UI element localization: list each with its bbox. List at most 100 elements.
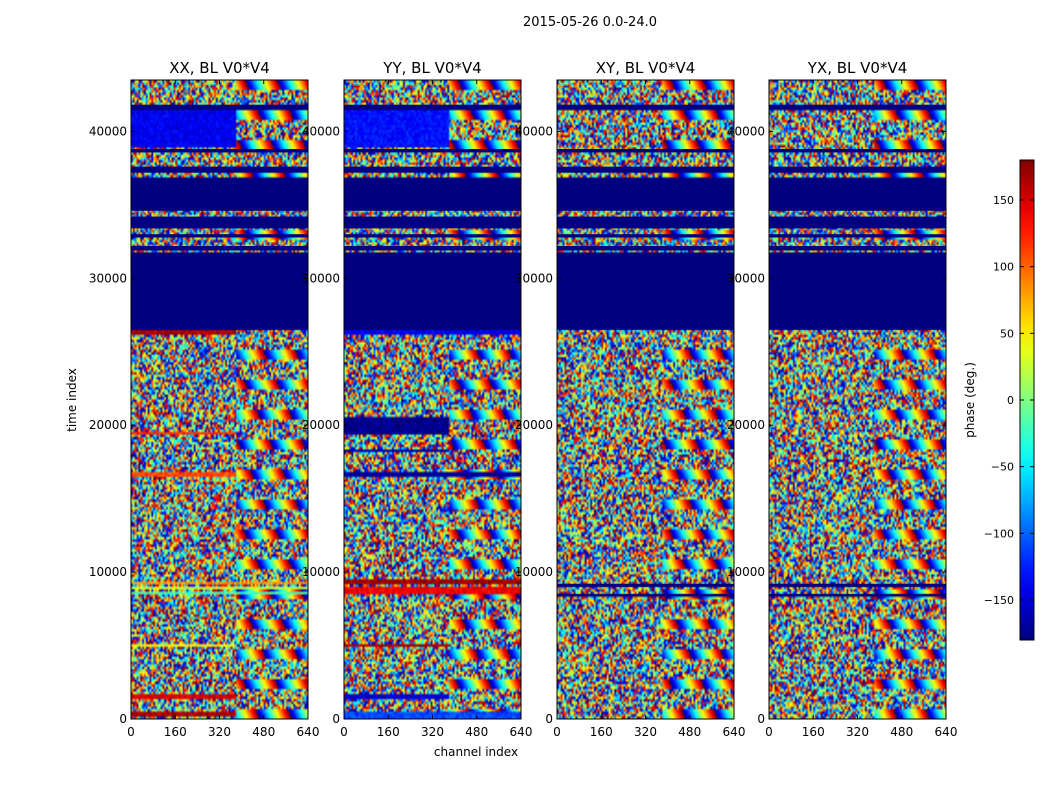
flagged-band — [344, 166, 521, 173]
y-tick-label: 30000 — [515, 271, 553, 285]
x-tick-label: 320 — [846, 725, 869, 739]
flagged-band — [769, 245, 946, 251]
colorbar-label: phase (deg.) — [963, 362, 977, 438]
flagged-band — [769, 166, 946, 173]
y-tick-label: 30000 — [727, 271, 765, 285]
flagged-band — [557, 166, 734, 173]
x-tick-label: 0 — [553, 725, 561, 739]
flagged-band — [344, 245, 521, 251]
x-tick-label: 320 — [634, 725, 657, 739]
flagged-band — [557, 253, 734, 330]
panel-title: XY, BL V0*V4 — [596, 59, 696, 77]
x-axis-label: channel index — [434, 745, 518, 759]
x-tick-label: 480 — [252, 725, 275, 739]
x-tick-label: 0 — [127, 725, 135, 739]
x-tick-label: 640 — [935, 725, 958, 739]
flagged-band — [557, 216, 734, 229]
panel-2: XY, BL V0*V4 0 160 320 480 640 0 10000 20000 3000… — [515, 59, 746, 739]
y-tick-label: 10000 — [302, 565, 340, 579]
flagged-band — [344, 178, 521, 211]
flagged-band — [557, 594, 734, 596]
x-tick-label: 480 — [678, 725, 701, 739]
x-tick-label: 160 — [164, 725, 187, 739]
x-tick-label: 0 — [765, 725, 773, 739]
y-tick-label: 0 — [119, 712, 127, 726]
y-tick-label: 10000 — [89, 565, 127, 579]
figure-suptitle: 2015-05-26 0.0-24.0 — [523, 15, 657, 30]
colorbar-tick-label: 100 — [993, 261, 1014, 274]
colorbar-tick-label: 0 — [1007, 394, 1014, 407]
flagged-band — [769, 253, 946, 330]
x-tick-label: 640 — [297, 725, 320, 739]
x-tick-label: 480 — [465, 725, 488, 739]
x-tick-label: 160 — [590, 725, 613, 739]
y-tick-label: 0 — [757, 712, 765, 726]
x-tick-label: 640 — [723, 725, 746, 739]
panel-1: YY, BL V0*V4 0 160 320 480 640 0 10000 20000 3000… — [302, 59, 533, 739]
x-tick-label: 320 — [208, 725, 231, 739]
x-tick-label: 0 — [340, 725, 348, 739]
y-tick-label: 30000 — [89, 271, 127, 285]
flagged-band — [769, 234, 946, 238]
colorbar-tick-label: −100 — [984, 527, 1014, 540]
panel-3: YX, BL V0*V4 0 160 320 480 640 0 10000 20000 3000… — [727, 59, 958, 739]
flagged-band — [131, 149, 308, 152]
flagged-band — [557, 104, 734, 110]
flagged-band — [557, 178, 734, 211]
y-tick-label: 20000 — [89, 418, 127, 432]
y-tick-label: 40000 — [302, 124, 340, 138]
y-axis-label: time index — [65, 368, 79, 432]
y-tick-label: 10000 — [727, 565, 765, 579]
flagged-band — [769, 104, 946, 110]
flagged-band — [557, 149, 734, 152]
colorbar-tick-label: −150 — [984, 594, 1014, 607]
flagged-band — [557, 234, 734, 238]
flagged-band — [557, 583, 734, 587]
flagged-band — [769, 216, 946, 229]
flagged-band — [131, 216, 308, 229]
flagged-band — [344, 253, 521, 330]
flagged-band — [344, 149, 521, 152]
colorbar-tick-label: 150 — [993, 194, 1014, 207]
x-tick-label: 320 — [421, 725, 444, 739]
panel-0: XX, BL V0*V4 0 160 320 480 640 0 10000 20000 3000… — [89, 59, 320, 739]
flagged-band — [769, 594, 946, 596]
flagged-band — [131, 104, 308, 110]
x-tick-label: 640 — [510, 725, 533, 739]
colorbar-tick-label: 50 — [1000, 327, 1014, 340]
flagged-band — [131, 245, 308, 251]
phase-image-3 — [769, 80, 946, 719]
y-tick-label: 20000 — [515, 418, 553, 432]
flagged-band — [769, 583, 946, 587]
phase-image-1 — [344, 80, 521, 719]
x-tick-label: 480 — [890, 725, 913, 739]
panel-title: YX, BL V0*V4 — [807, 59, 908, 77]
phase-image-2 — [557, 80, 734, 719]
y-tick-label: 40000 — [89, 124, 127, 138]
flagged-band — [131, 234, 308, 238]
flagged-band — [557, 245, 734, 251]
panels: XX, BL V0*V4 0 160 320 480 640 0 10000 20000 3000… — [89, 59, 958, 739]
y-tick-label: 20000 — [727, 418, 765, 432]
flagged-band — [344, 234, 521, 238]
y-tick-label: 10000 — [515, 565, 553, 579]
y-tick-label: 20000 — [302, 418, 340, 432]
flagged-band — [131, 253, 308, 330]
flagged-band — [131, 166, 308, 173]
flagged-band — [769, 149, 946, 152]
panel-title: YY, BL V0*V4 — [382, 59, 481, 77]
flagged-band — [131, 178, 308, 211]
panel-title: XX, BL V0*V4 — [169, 59, 270, 77]
y-tick-label: 30000 — [302, 271, 340, 285]
flagged-band — [344, 216, 521, 229]
y-tick-label: 0 — [332, 712, 340, 726]
x-tick-label: 160 — [802, 725, 825, 739]
y-tick-label: 0 — [545, 712, 553, 726]
flagged-band — [769, 178, 946, 211]
y-tick-label: 40000 — [515, 124, 553, 138]
y-tick-label: 40000 — [727, 124, 765, 138]
phase-image-0 — [131, 80, 308, 719]
colorbar-tick-label: −50 — [991, 461, 1014, 474]
x-tick-label: 160 — [377, 725, 400, 739]
